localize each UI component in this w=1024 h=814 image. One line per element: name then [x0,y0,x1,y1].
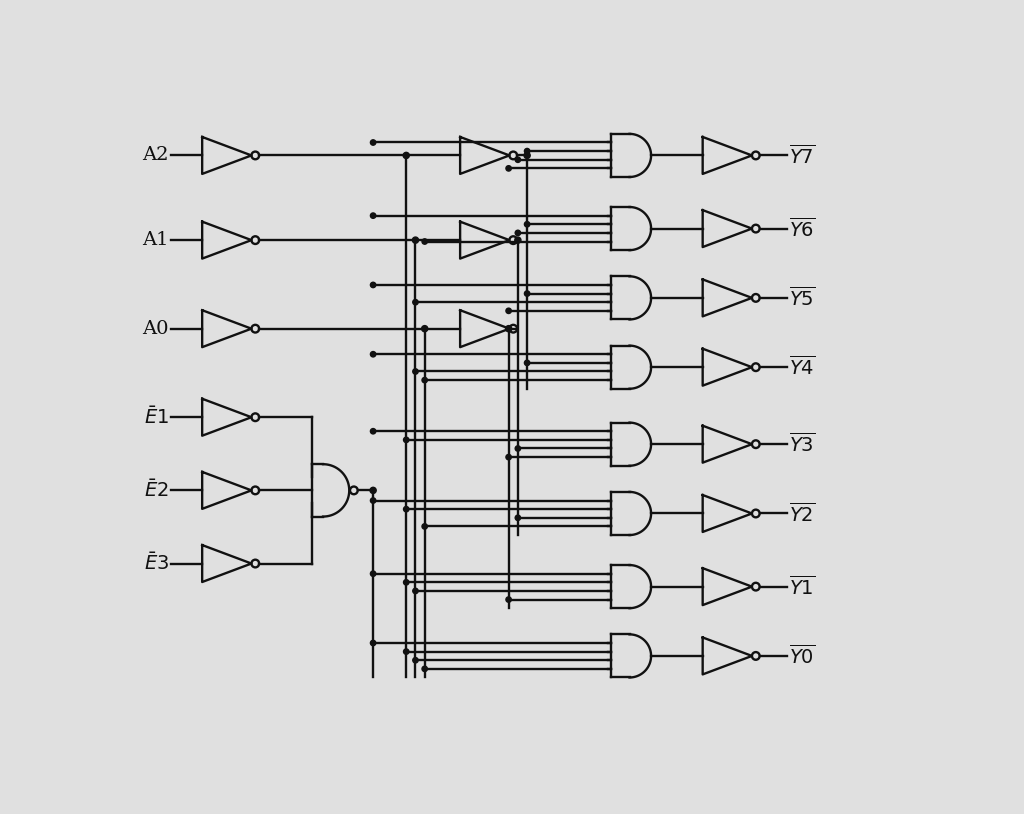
Circle shape [371,571,376,576]
Circle shape [422,378,427,383]
Text: $\overline{Y6}$: $\overline{Y6}$ [788,217,815,240]
Circle shape [403,437,409,443]
Text: A0: A0 [142,320,169,338]
Circle shape [422,326,428,332]
Circle shape [403,649,409,654]
Circle shape [506,166,511,171]
Circle shape [524,148,529,154]
Circle shape [506,309,511,313]
Circle shape [371,140,376,145]
Circle shape [515,237,521,243]
Text: $\bar{E}2$: $\bar{E}2$ [144,479,169,501]
Text: A2: A2 [142,147,169,164]
Circle shape [413,300,418,305]
Circle shape [422,523,427,529]
Text: $\overline{Y0}$: $\overline{Y0}$ [788,644,815,667]
Circle shape [403,580,409,585]
Circle shape [371,498,376,503]
Circle shape [524,291,529,296]
Text: $\overline{Y3}$: $\overline{Y3}$ [788,432,815,456]
Circle shape [524,221,529,227]
Circle shape [515,157,520,163]
Circle shape [403,506,409,512]
Circle shape [371,428,376,434]
Text: $\overline{Y5}$: $\overline{Y5}$ [788,286,815,309]
Text: A1: A1 [142,231,169,249]
Circle shape [422,239,427,244]
Text: $\overline{Y1}$: $\overline{Y1}$ [788,575,815,598]
Text: $\overline{Y7}$: $\overline{Y7}$ [788,143,815,167]
Circle shape [413,369,418,374]
Circle shape [413,237,419,243]
Circle shape [515,515,520,520]
Circle shape [515,230,520,235]
Circle shape [403,152,410,159]
Text: $\overline{Y2}$: $\overline{Y2}$ [788,501,815,525]
Circle shape [506,326,512,332]
Circle shape [506,454,511,460]
Circle shape [413,589,418,593]
Circle shape [422,666,427,672]
Text: $\overline{Y4}$: $\overline{Y4}$ [788,356,815,379]
Circle shape [524,152,530,159]
Circle shape [524,360,529,365]
Text: $\bar{E}1$: $\bar{E}1$ [144,406,169,428]
Circle shape [371,352,376,357]
Circle shape [371,213,376,218]
Text: $\bar{E}3$: $\bar{E}3$ [144,553,169,575]
Circle shape [506,597,511,602]
Circle shape [371,641,376,646]
Circle shape [515,446,520,451]
Circle shape [371,282,376,287]
Circle shape [413,658,418,663]
Circle shape [370,488,376,493]
